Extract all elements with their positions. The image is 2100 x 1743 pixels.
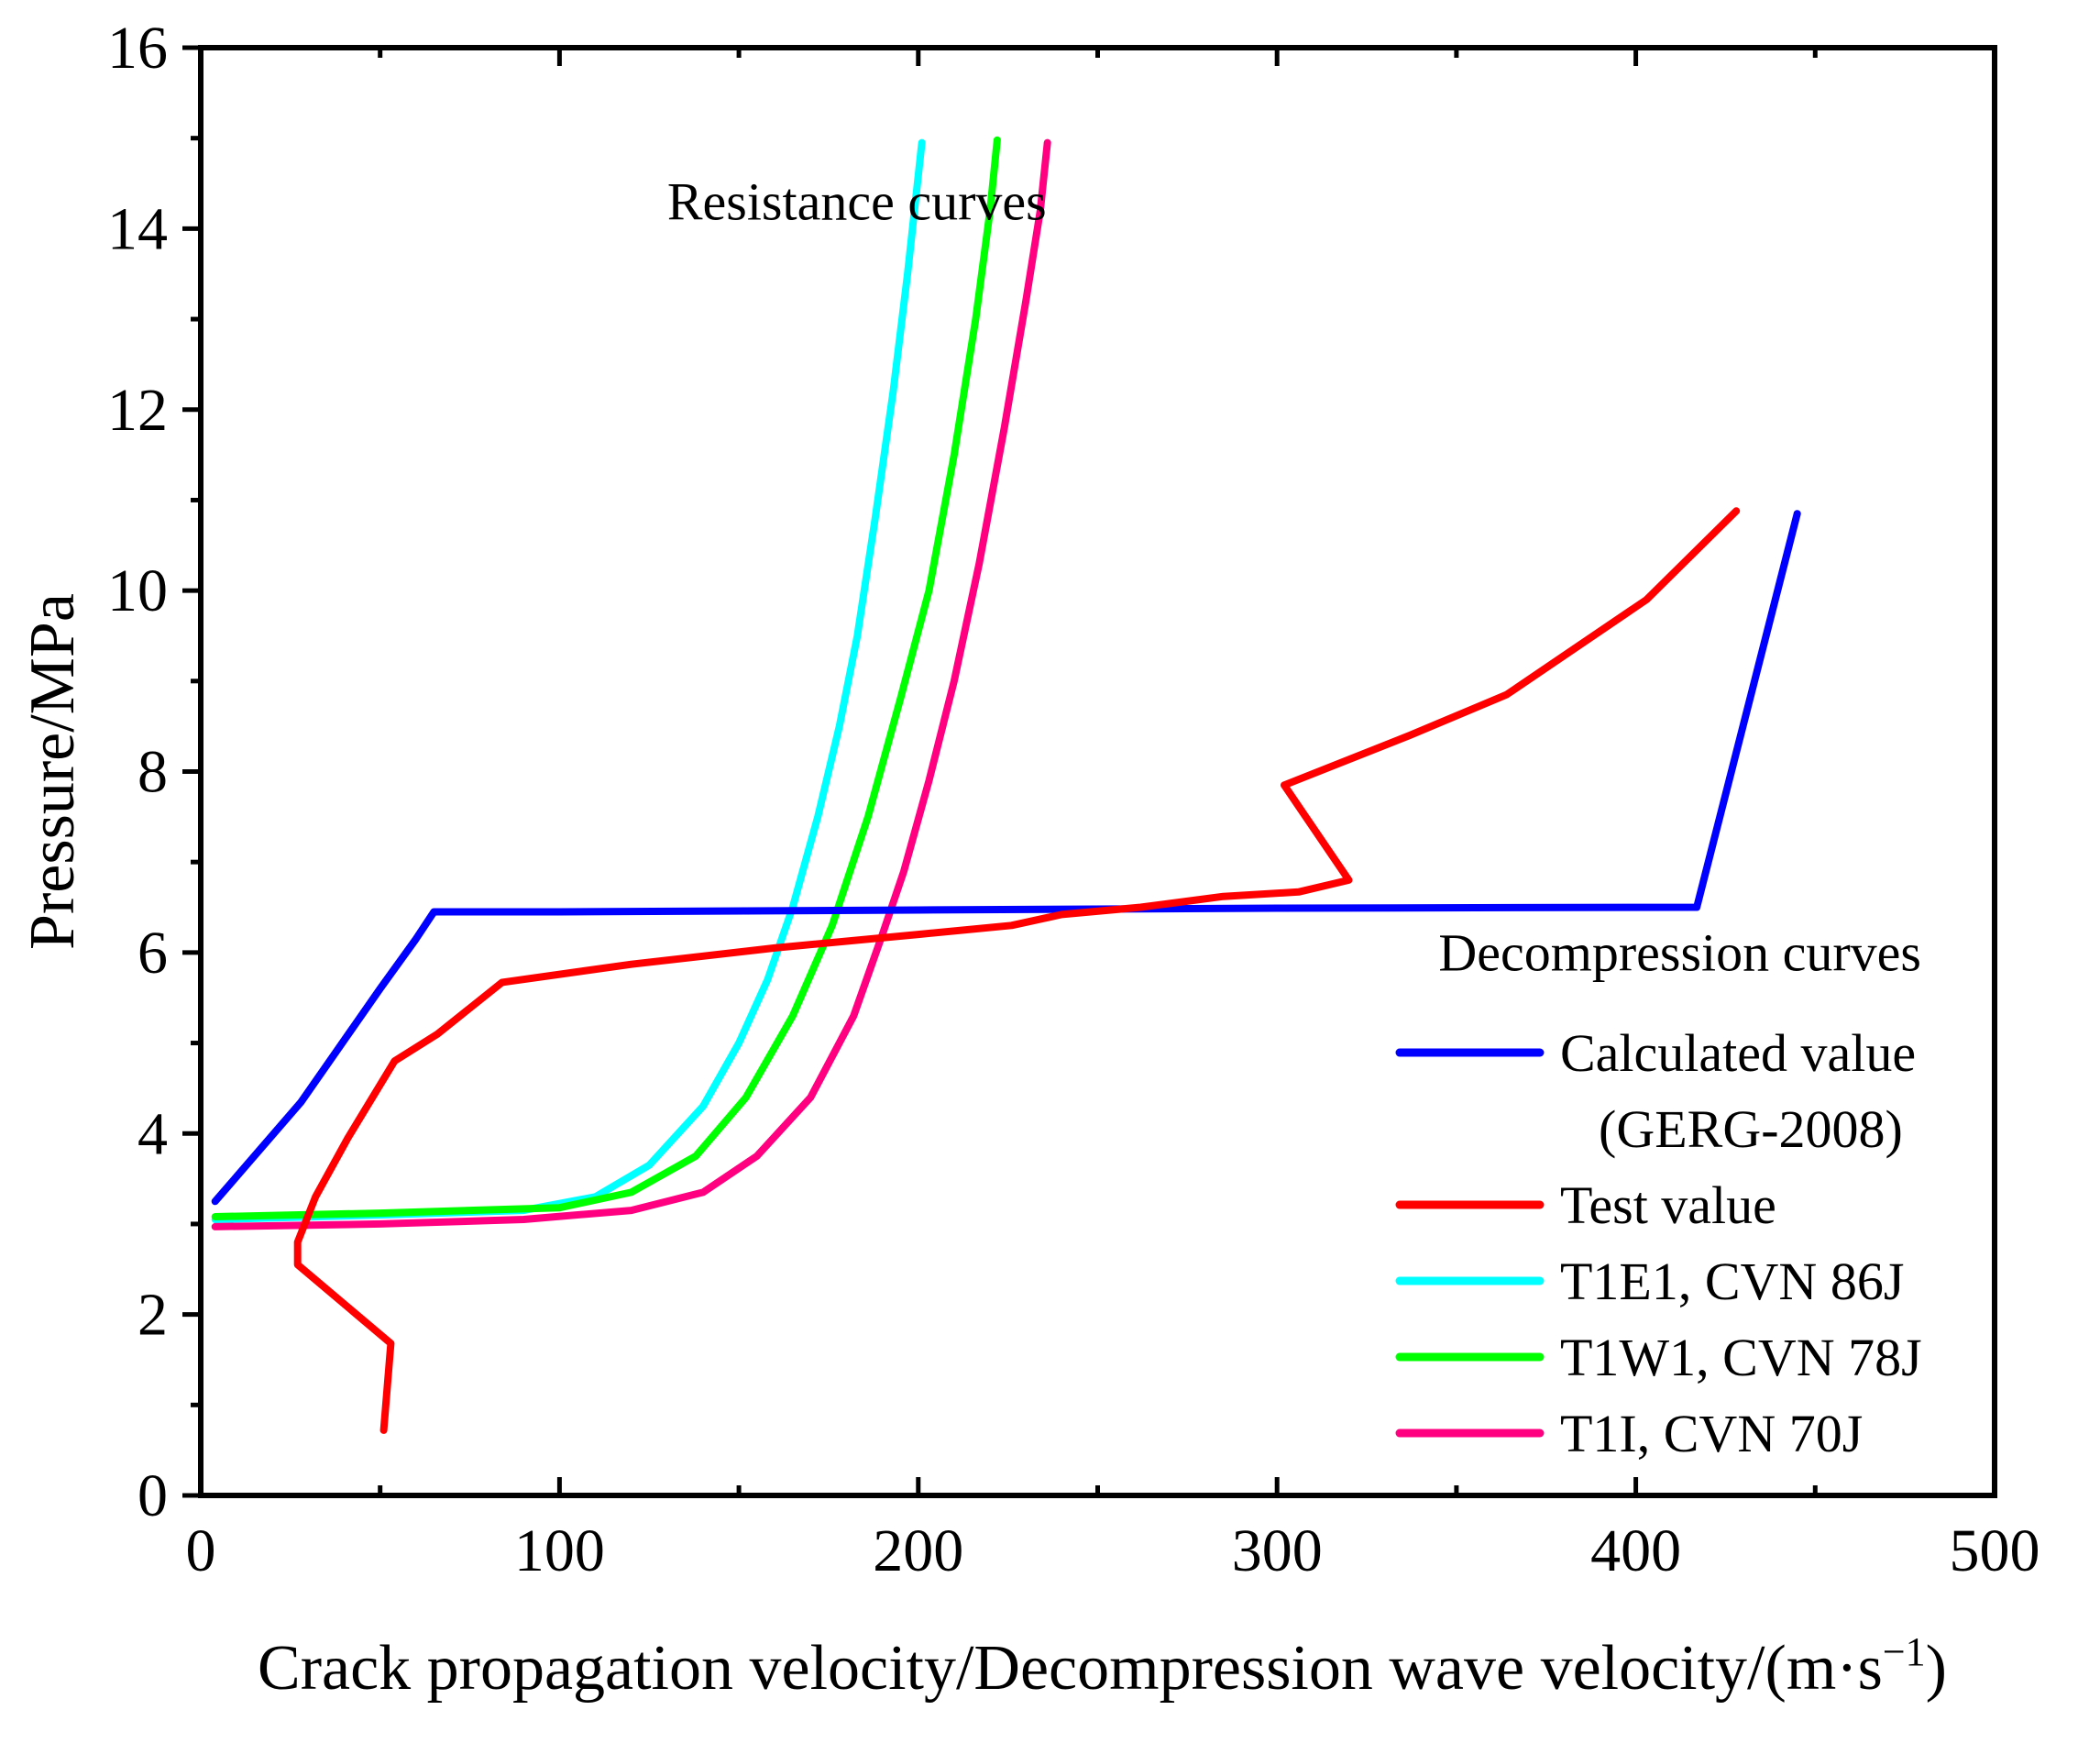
y-tick-label: 14 [107, 195, 168, 262]
x-axis-title: Crack propagation velocity/Decompression… [258, 1629, 1947, 1704]
x-axis-title-close: ) [1926, 1633, 1947, 1704]
legend-label-3: T1W1, CVN 78J [1560, 1328, 1922, 1387]
x-tick-label: 100 [514, 1517, 605, 1584]
series-layer [211, 136, 1801, 1434]
series-line-2 [211, 138, 926, 1223]
y-tick-label: 8 [137, 739, 168, 806]
annotation-0: Resistance curves [667, 172, 1047, 232]
x-tick-label: 300 [1232, 1517, 1323, 1584]
series-line-1 [293, 507, 1741, 1434]
y-tick-label: 4 [137, 1100, 168, 1167]
y-tick-label: 16 [107, 15, 168, 82]
x-tick-label: 500 [1950, 1517, 2040, 1584]
y-tick-label: 0 [137, 1462, 168, 1529]
x-axis-title-superscript: −1 [1883, 1629, 1926, 1674]
tick-labels: 0 100 200 300 400 500 0 2 4 6 8 10 12 14 16 [107, 15, 2040, 1584]
x-tick-label: 0 [186, 1517, 216, 1584]
annotation-1: Decompression curves [1438, 923, 1921, 983]
legend: Calculated value (GERG-2008) Test value T1E… [1395, 1023, 1922, 1463]
x-tick-label: 400 [1590, 1517, 1681, 1584]
legend-label-0: Calculated value [1560, 1023, 1916, 1083]
y-tick-label: 10 [107, 557, 168, 624]
legend-label-0-line2: (GERG-2008) [1599, 1099, 1903, 1159]
plot-frame [198, 45, 1997, 1498]
legend-label-1: Test value [1560, 1175, 1776, 1235]
series-line-0 [211, 510, 1801, 1206]
legend-label-4: T1I, CVN 70J [1560, 1404, 1863, 1463]
y-axis-title: Pressure/MPa [17, 593, 88, 950]
y-tick-label: 2 [137, 1282, 168, 1349]
legend-label-2: T1E1, CVN 86J [1560, 1252, 1904, 1311]
x-tick-label: 200 [873, 1517, 963, 1584]
x-axis-title-main: Crack propagation velocity/Decompression… [258, 1633, 1883, 1704]
annotations: Resistance curves Decompression curves [667, 172, 1921, 983]
y-tick-label: 6 [137, 920, 168, 987]
y-tick-label: 12 [107, 377, 168, 444]
series-line-4 [211, 138, 1051, 1230]
series-line-3 [211, 136, 1001, 1220]
